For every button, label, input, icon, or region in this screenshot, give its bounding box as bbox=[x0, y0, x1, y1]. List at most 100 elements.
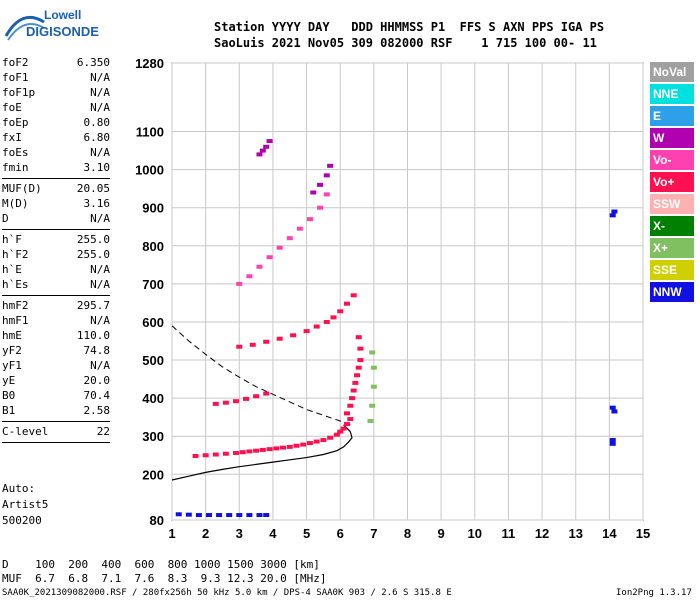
echo-point bbox=[185, 512, 192, 517]
echo-point bbox=[266, 139, 273, 144]
y-tick-label: 600 bbox=[142, 315, 164, 330]
footer-file-info: SAA0K_2021309082000.RSF / 280fx256h 50 k… bbox=[2, 588, 452, 598]
legend-item-xminus: X- bbox=[650, 216, 694, 236]
autoscale-line3: 500200 bbox=[2, 514, 42, 527]
echo-point bbox=[357, 358, 364, 363]
profile-dashed-line bbox=[171, 325, 351, 426]
param-value: N/A bbox=[90, 278, 110, 291]
param-value: N/A bbox=[90, 263, 110, 276]
echo-point bbox=[350, 293, 357, 298]
x-tick-label: 1 bbox=[168, 526, 175, 541]
autoscale-line1: Auto: bbox=[2, 482, 36, 495]
echo-point bbox=[369, 350, 376, 355]
echo-point bbox=[206, 513, 213, 518]
param-group-divider bbox=[2, 229, 110, 230]
echo-point bbox=[266, 447, 273, 452]
param-name: foF1 bbox=[2, 71, 29, 84]
param-row: yF2 74.8 bbox=[2, 344, 110, 359]
echo-point bbox=[310, 190, 317, 195]
echo-point bbox=[370, 365, 377, 370]
legend-item-xplus: X+ bbox=[650, 238, 694, 258]
echo-point bbox=[253, 394, 260, 399]
echo-point bbox=[232, 399, 239, 404]
echo-point bbox=[263, 339, 270, 344]
param-name: foF2 bbox=[2, 56, 29, 69]
echo-point bbox=[259, 148, 266, 153]
param-value: 2.58 bbox=[83, 404, 111, 417]
echo-point bbox=[253, 448, 260, 453]
param-row: fmin 3.10 bbox=[2, 161, 110, 176]
station-header-line1: Station YYYY DAY DDD HHMMSS P1 FFS S AXN… bbox=[214, 20, 605, 34]
echo-point bbox=[313, 439, 320, 444]
param-name: foEp bbox=[2, 116, 29, 129]
legend-item-vominus: Vo- bbox=[650, 150, 694, 170]
echo-point bbox=[290, 333, 297, 338]
logo-swoosh-icon bbox=[4, 15, 45, 41]
echo-point bbox=[330, 315, 337, 320]
echo-point bbox=[611, 409, 618, 414]
echo-point bbox=[232, 450, 239, 455]
profile-solid-line bbox=[171, 424, 353, 481]
echo-point bbox=[609, 213, 616, 218]
echo-point bbox=[212, 452, 219, 457]
param-name: hmF2 bbox=[2, 299, 29, 312]
param-row: foF2 6.350 bbox=[2, 56, 110, 71]
echo-point bbox=[195, 513, 202, 518]
param-row: h`F2 255.0 bbox=[2, 248, 110, 263]
param-row: hmF2 295.7 bbox=[2, 299, 110, 314]
param-value: 22 bbox=[96, 425, 110, 438]
param-name: foEs bbox=[2, 146, 29, 159]
y-tick-label: 700 bbox=[142, 277, 164, 292]
param-value: N/A bbox=[90, 71, 110, 84]
y-tick-label: 1100 bbox=[136, 125, 164, 140]
param-value: 6.350 bbox=[76, 56, 110, 69]
echo-point bbox=[367, 418, 374, 423]
param-value: N/A bbox=[90, 212, 110, 225]
muf-table-values: MUF 6.7 6.8 7.1 7.6 8.3 9.3 12.3 20.0 [M… bbox=[2, 572, 327, 585]
param-row: M(D) 3.16 bbox=[2, 197, 110, 212]
echo-point bbox=[350, 388, 357, 393]
x-tick-label: 13 bbox=[568, 526, 582, 541]
station-header-line2: SaoLuis 2021 Nov05 309 082000 RSF 1 715 … bbox=[214, 36, 597, 50]
x-tick-label: 3 bbox=[236, 526, 243, 541]
echo-point bbox=[222, 400, 229, 405]
param-value: N/A bbox=[90, 86, 110, 99]
echo-point bbox=[333, 432, 340, 437]
echo-point bbox=[343, 301, 350, 306]
param-name: B1 bbox=[2, 404, 16, 417]
legend-item-sse: SSE bbox=[650, 260, 694, 280]
echo-point bbox=[320, 438, 327, 443]
echo-point bbox=[343, 411, 350, 416]
param-name: h`Es bbox=[2, 278, 29, 291]
param-row: hmE 110.0 bbox=[2, 329, 110, 344]
param-name: D bbox=[2, 212, 9, 225]
echo-point bbox=[236, 513, 243, 518]
echo-point bbox=[216, 513, 223, 518]
echo-point bbox=[256, 513, 263, 518]
echo-point bbox=[259, 447, 266, 452]
echo-point bbox=[296, 226, 303, 231]
param-group-divider bbox=[2, 421, 110, 422]
param-name: hmF1 bbox=[2, 314, 29, 327]
y-tick-label: 300 bbox=[142, 429, 164, 444]
echo-point bbox=[317, 205, 324, 210]
param-value: N/A bbox=[90, 101, 110, 114]
scaled-parameters-panel: foF2 6.350 foF1 N/A foF1p N/A foE N/A foEp 0.80 fx… bbox=[2, 56, 110, 446]
param-group-divider bbox=[2, 442, 110, 443]
echo-point bbox=[327, 435, 334, 440]
param-name: fxI bbox=[2, 131, 22, 144]
param-row: foEp 0.80 bbox=[2, 116, 110, 131]
echo-point bbox=[212, 401, 219, 406]
param-row: foF1 N/A bbox=[2, 71, 110, 86]
echo-point bbox=[347, 403, 354, 408]
echo-point bbox=[222, 451, 229, 456]
param-value: 20.0 bbox=[83, 374, 111, 387]
echo-point bbox=[355, 335, 362, 340]
param-name: M(D) bbox=[2, 197, 29, 210]
echo-point bbox=[236, 281, 243, 286]
param-value: 0.80 bbox=[83, 116, 111, 129]
param-value: 70.4 bbox=[83, 389, 111, 402]
param-value: N/A bbox=[90, 314, 110, 327]
echo-point bbox=[609, 441, 616, 446]
x-tick-label: 10 bbox=[468, 526, 482, 541]
